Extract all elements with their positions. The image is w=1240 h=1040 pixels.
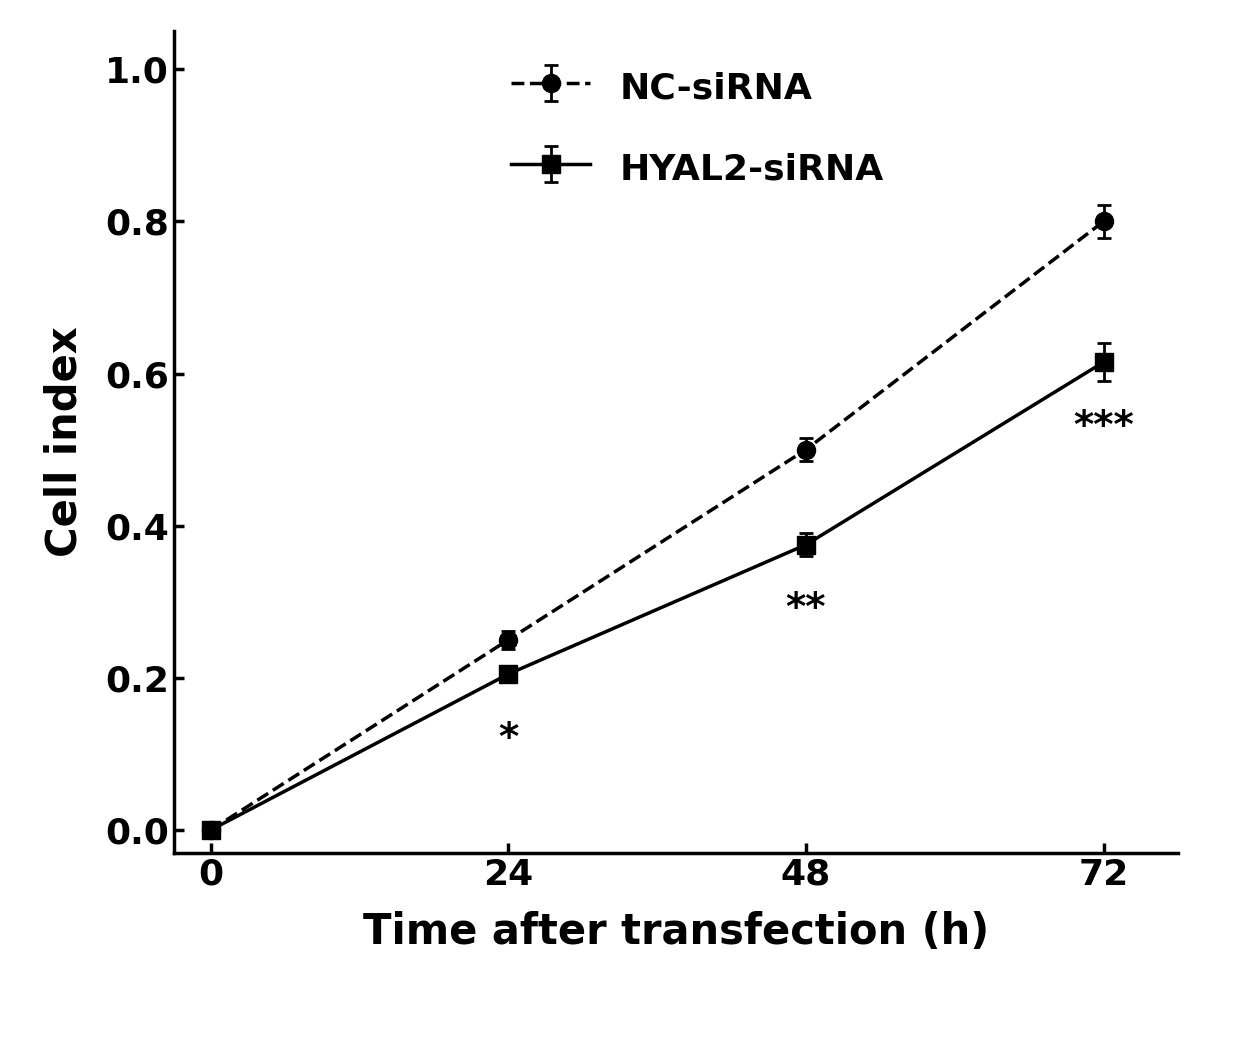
X-axis label: Time after transfection (h): Time after transfection (h) [362, 911, 990, 953]
Text: *: * [498, 720, 518, 758]
Legend: NC-siRNA, HYAL2-siRNA: NC-siRNA, HYAL2-siRNA [494, 49, 901, 204]
Text: **: ** [786, 591, 826, 628]
Text: ***: *** [1074, 408, 1133, 446]
Y-axis label: Cell index: Cell index [43, 327, 86, 557]
